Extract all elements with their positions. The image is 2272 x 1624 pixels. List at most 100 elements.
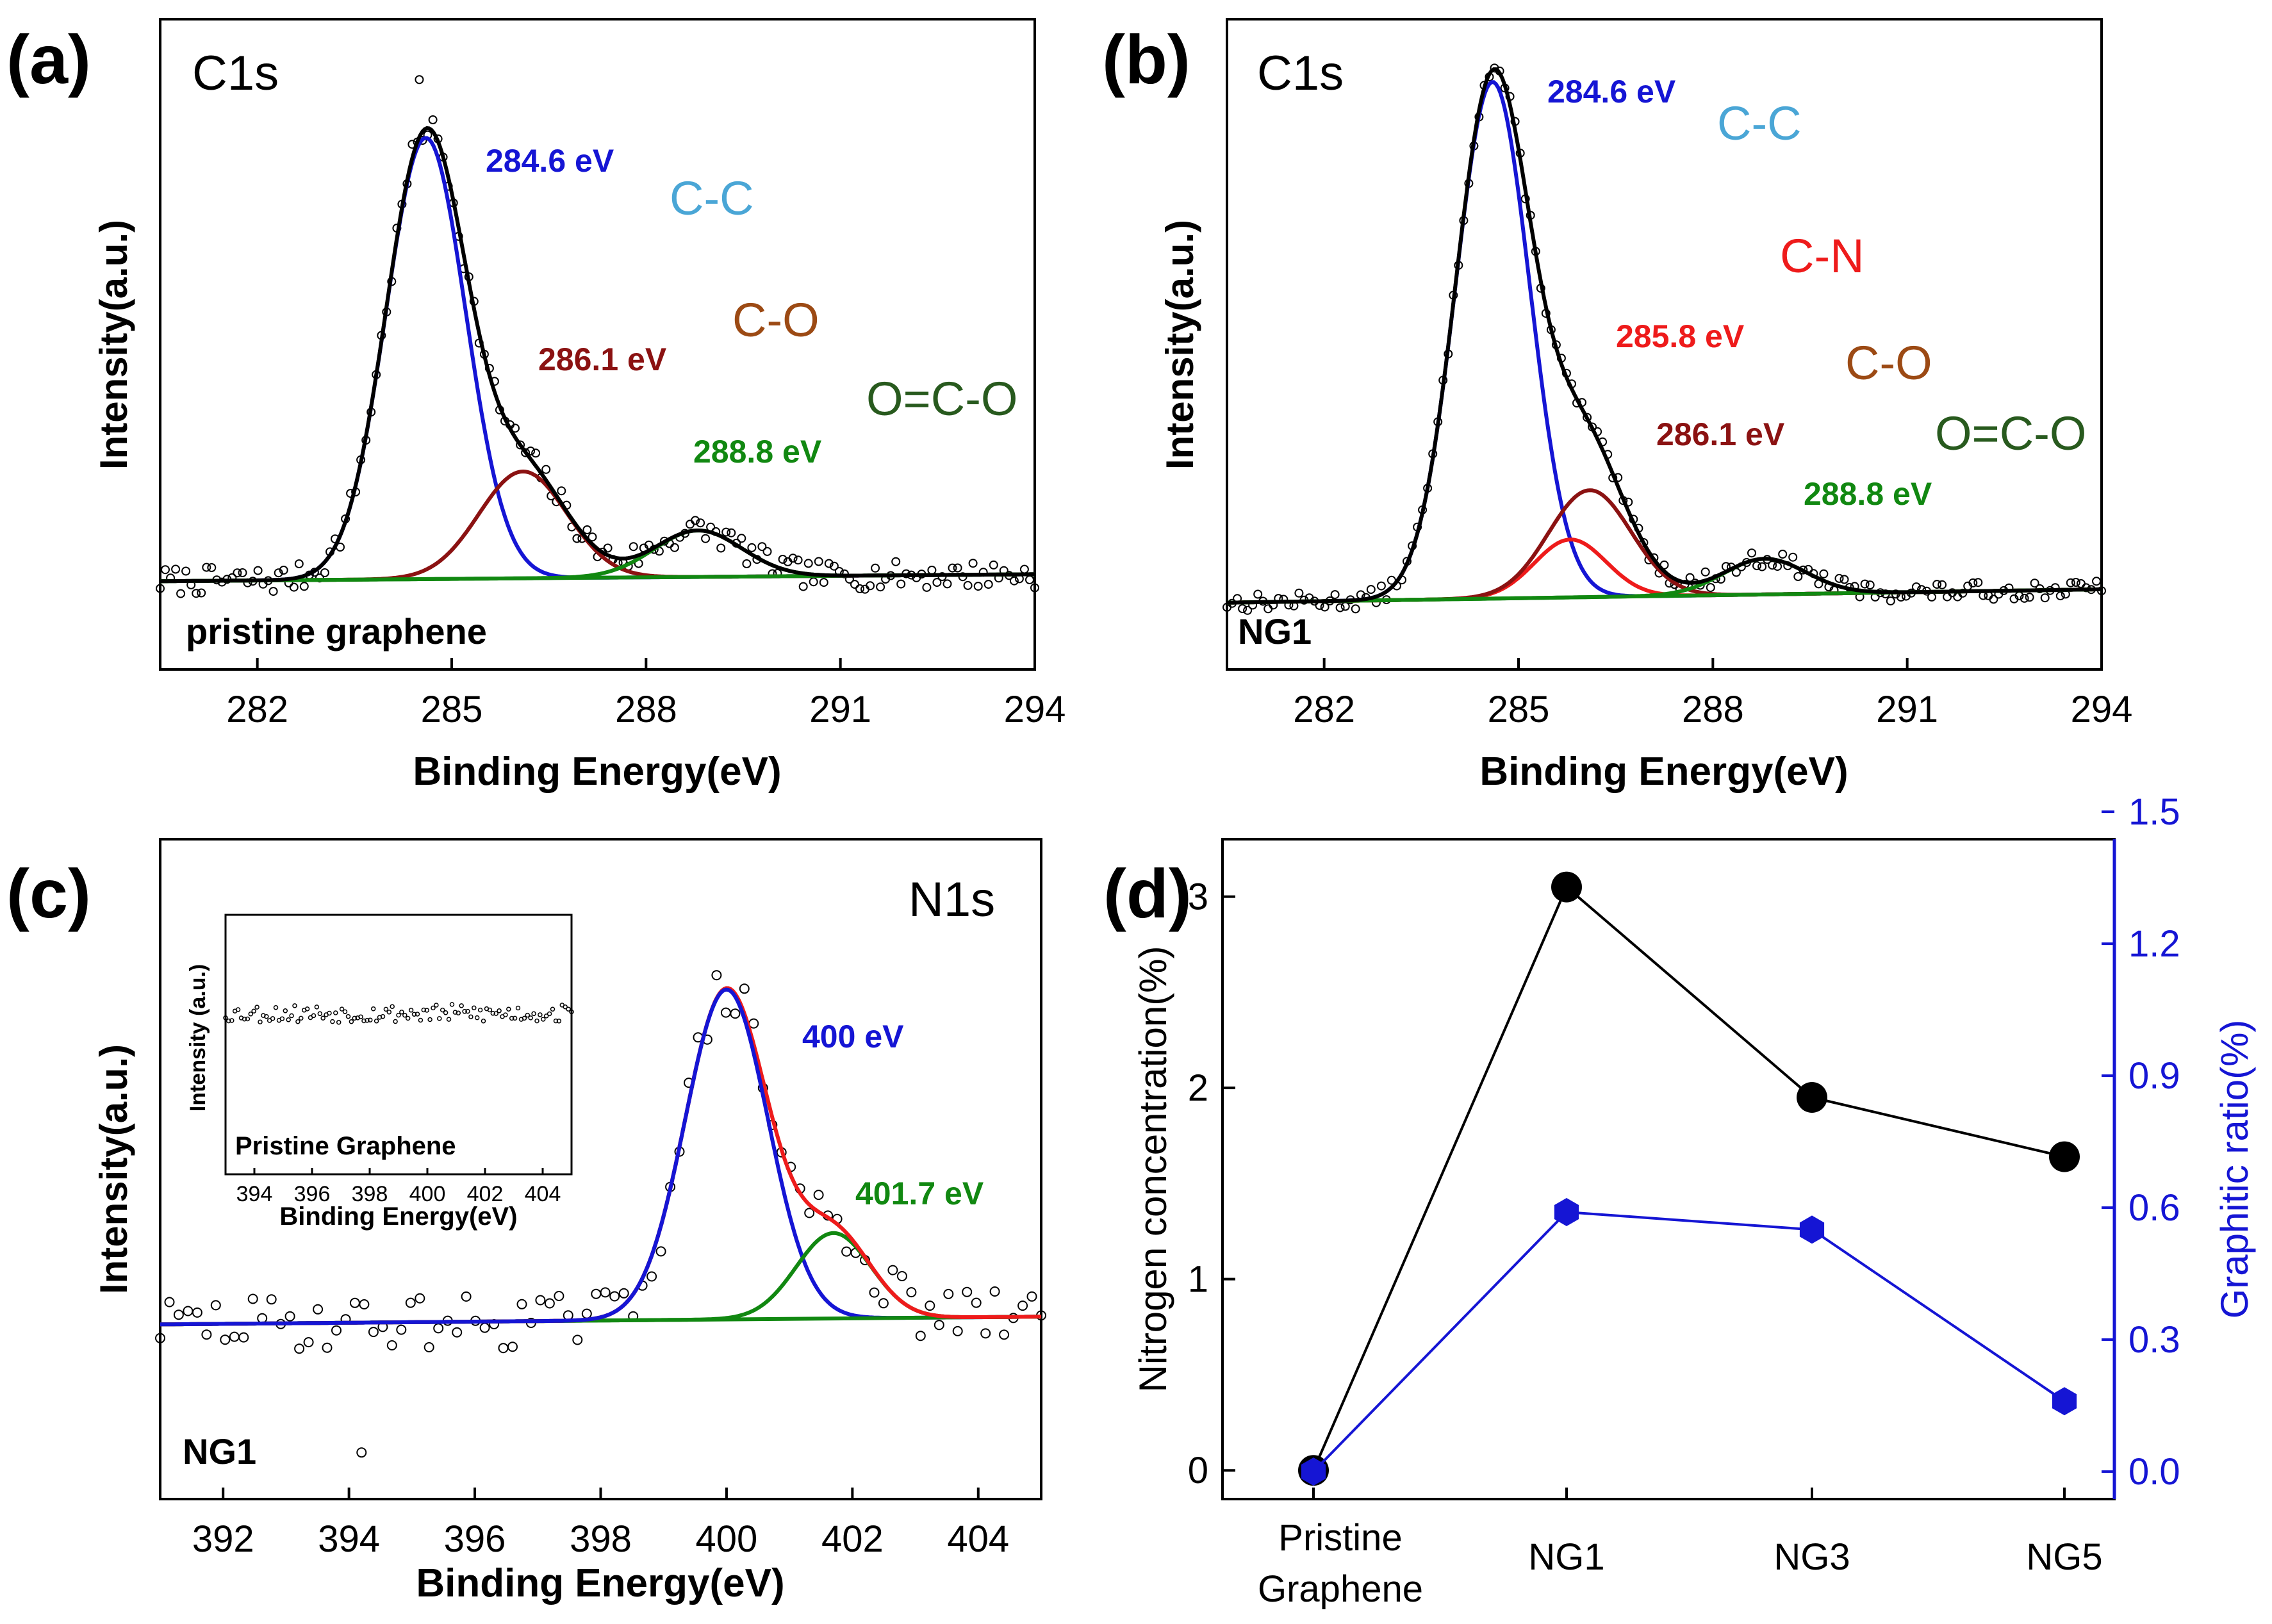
inset-data-point [509,1015,514,1021]
inset-data-point [506,1006,511,1012]
inset-data-point [563,1004,568,1010]
data-point [2076,579,2086,588]
inset-data-point [336,1020,342,1025]
category-label: NG3 [1774,1536,1850,1578]
inset-data-point [235,1007,241,1012]
inset-data-point [490,1010,496,1016]
inset-data-point [550,1006,556,1012]
data-point [1706,583,1715,593]
data-point [572,1334,583,1345]
inset-data-point [497,1008,502,1013]
data-point [1376,581,1386,591]
x-tick-label: 282 [226,689,288,730]
data-point [869,1287,880,1298]
data-point [1243,605,1253,615]
data-point [742,559,752,568]
inset-data-point [402,1012,407,1018]
data-point [1025,575,1034,584]
data-point [737,534,746,543]
data-point [1819,569,1829,578]
x-ticks-b: 282 285 288 291 294 [1293,658,2132,730]
data-point [691,516,700,525]
inset-data-point [251,1008,256,1014]
data-point [980,1328,991,1339]
plot-frame-d [1221,838,2116,1500]
panel-d-nitrogen-graphitic: (d) 0 1 2 3 0.0 0.3 0.6 0.9 1.2 1.5 Pristine Graphe… [1103,791,2256,1610]
data-point [948,563,957,573]
inset-data-point [283,1008,288,1013]
inset-data-point [459,1003,464,1008]
data-point [730,1008,741,1019]
data-point [922,582,932,592]
inset-x-tick-label: 404 [525,1182,561,1206]
data-point [299,582,309,591]
data-point [896,579,906,589]
inset-data-point [320,1015,325,1021]
data-point [238,568,247,577]
inset-x-tick-label: 396 [294,1182,331,1206]
panel-label-c: (c) [6,855,91,932]
data-point [164,1297,175,1308]
inset-data-point [456,1010,461,1016]
inset-data-point [556,1019,562,1024]
inset-xlabel: Binding Energy(eV) [279,1202,517,1231]
x-tick-label: 404 [947,1518,1009,1560]
data-point [686,520,695,529]
species-label-b-cn: C-N [1780,229,1865,283]
inset-data-point [418,1017,424,1023]
fit-peak-darkred [160,469,1035,584]
peak-label-a-3: 288.8 eV [693,434,822,470]
category-label: NG5 [2026,1536,2102,1578]
ylabel-c: Intensity(a.u.) [92,1044,135,1294]
data-point [927,566,937,575]
inset-data-point [424,1008,429,1013]
data-point [1768,561,1777,570]
x-tick-label: 294 [1004,689,1066,730]
marker-graphitic [1301,1457,1326,1486]
data-point [284,1311,295,1322]
inset-data-point [361,1018,366,1024]
data-point [1017,1300,1028,1311]
data-point [600,1287,611,1298]
data-point [2055,591,2065,601]
inset-x-tick-label: 400 [409,1182,446,1206]
data-point [155,1333,165,1343]
data-point [925,1300,935,1311]
inset-data-point [258,1019,263,1024]
data-point [591,1288,602,1299]
data-point [572,534,582,543]
data-point [841,1246,852,1257]
data-point [1026,1291,1037,1302]
ylabel-d: Nitrogen concentration(%) [1132,946,1174,1392]
data-point [192,589,201,598]
inset-data-point [339,1006,345,1012]
data-point [701,534,711,543]
inset-data-point [386,1010,392,1015]
data-point [609,1291,620,1302]
data-point [1320,602,1329,612]
data-point [479,1322,490,1333]
inset-data-point [292,1003,297,1008]
data-point [2025,593,2034,602]
inset-x-tick-label: 402 [467,1182,504,1206]
x-ticks-a: 282 285 288 291 294 [226,658,1066,730]
data-point [1834,573,1844,583]
data-point [171,564,181,574]
inset-data-point [393,1019,398,1024]
data-point [1973,578,1983,587]
x-tick-label: 394 [318,1518,380,1560]
data-point [670,543,679,552]
y-tick-label: 3 [1188,876,1208,918]
data-point [1860,579,1870,589]
data-point [819,578,828,587]
data-point [1030,583,1039,593]
plot-frame-b [1226,18,2103,671]
panel-c-n1s-ng1: (c) 392 394 396 398 400 402 404 N1s 400 eV 401… [6,838,1046,1605]
data-point [943,1288,954,1299]
data-point [629,542,638,552]
data-point [757,542,767,552]
data-point [618,1288,629,1299]
data-point [720,1007,731,1018]
inset-data-point [286,1017,291,1022]
y-tick-label: 0 [1188,1450,1208,1491]
